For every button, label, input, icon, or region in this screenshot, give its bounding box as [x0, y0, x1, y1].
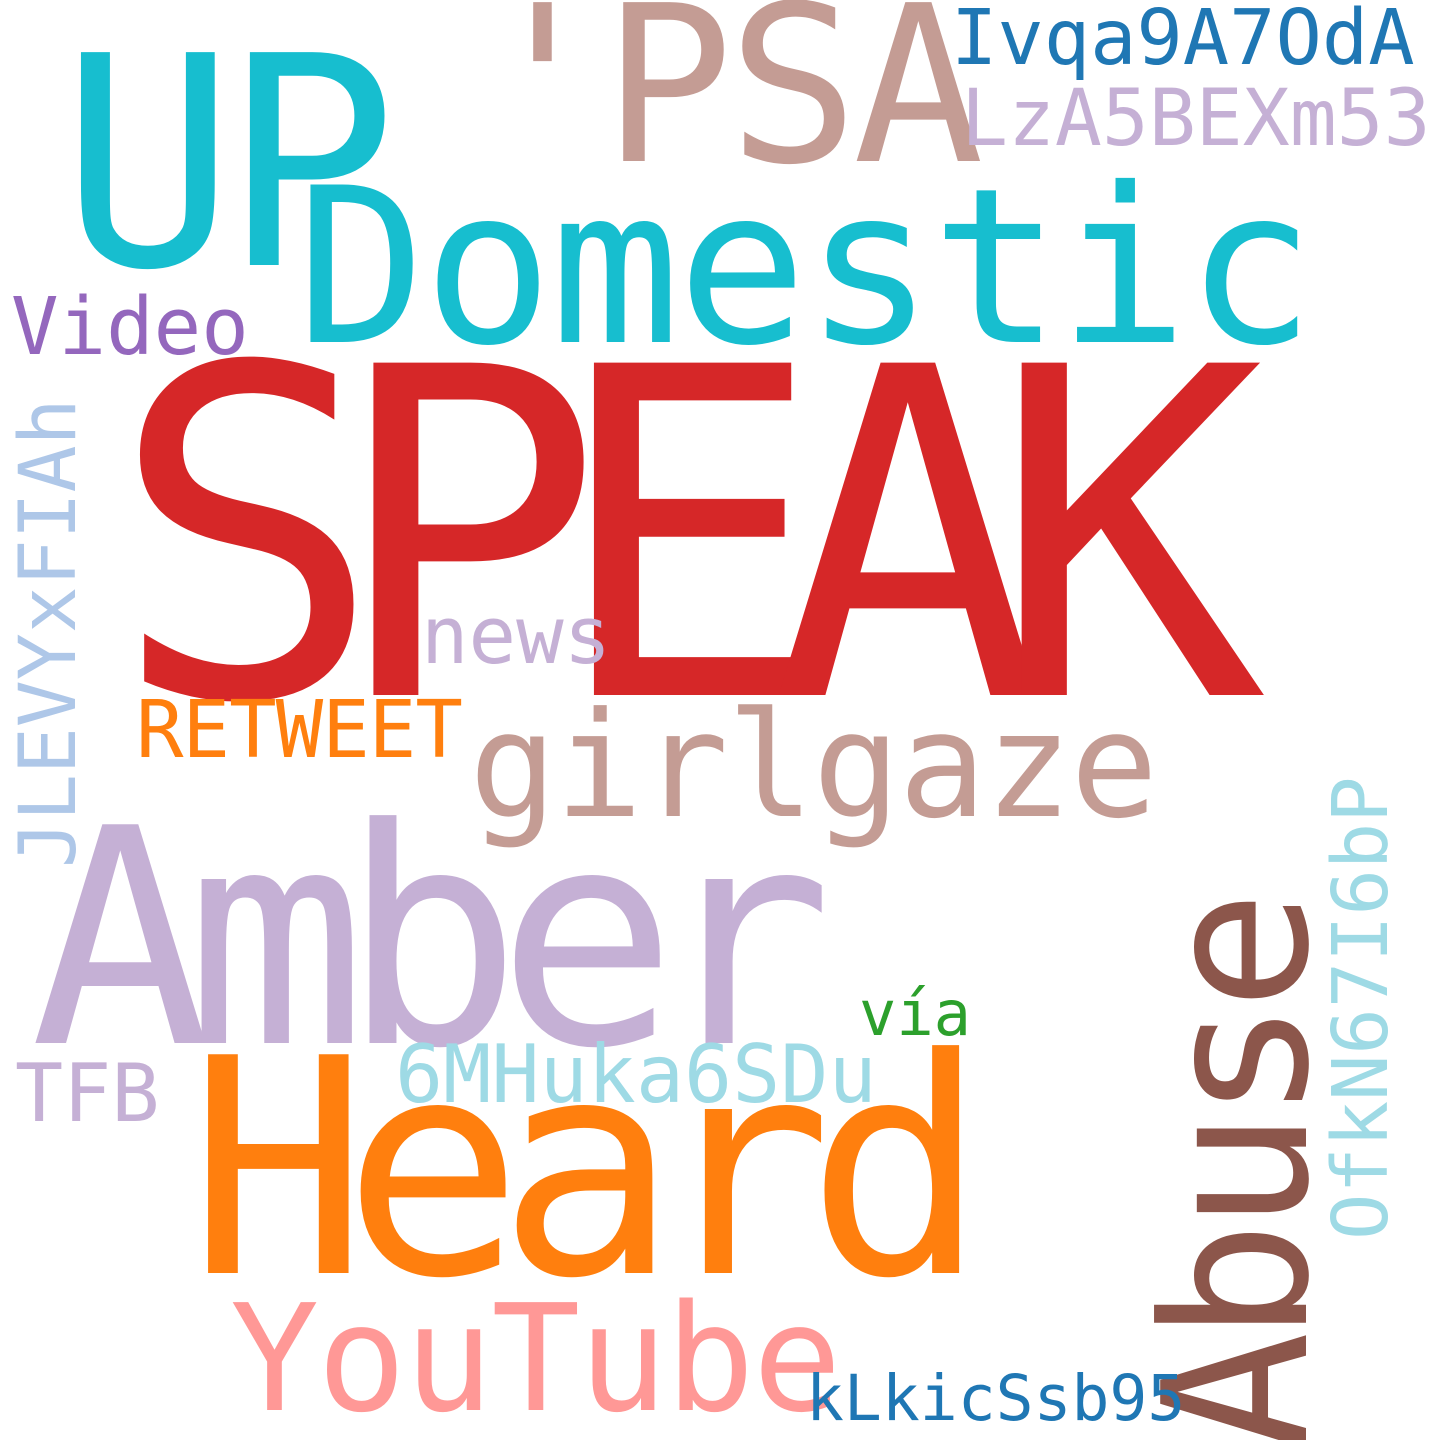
- word-tfb: TFB: [15, 1054, 160, 1134]
- word-ivqa: Ivqa9A7OdA: [951, 0, 1415, 77]
- word-abuse: Abuse: [1138, 900, 1338, 1440]
- word-news: news: [421, 597, 611, 676]
- word-klkic: kLkicSsb95: [806, 1367, 1185, 1430]
- word-retweet: RETWEET: [136, 691, 462, 770]
- word-ofkn: OfkN67I6bP: [1323, 776, 1400, 1240]
- word-youtube: YouTube: [230, 1285, 840, 1433]
